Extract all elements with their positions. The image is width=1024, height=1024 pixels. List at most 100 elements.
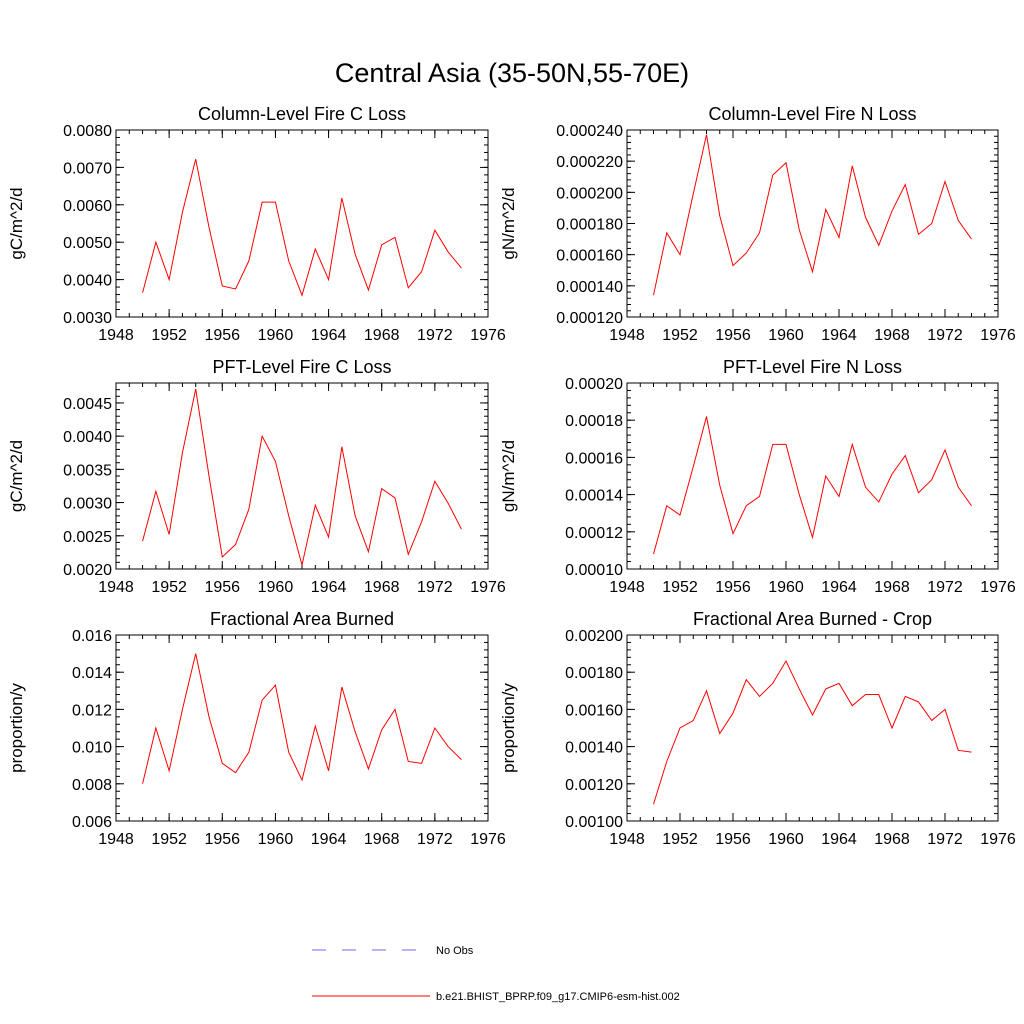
x-tick-label: 1960 [768,327,804,344]
chart-panel-6: 1948 1952 1956 1960 1964 1968 1972 1976 0.00100 0… [499,609,1016,848]
x-tick-label: 1952 [151,327,187,344]
x-tick-label: 1976 [980,327,1016,344]
legend-model-label: b.e21.BHIST_BPRP.f09_g17.CMIP6-esm-hist.… [436,991,680,1003]
y-tick-label: 0.00014 [565,488,623,505]
x-tick-label: 1952 [662,579,698,596]
x-tick-label: 1972 [927,831,963,848]
y-tick-label: 0.00100 [565,814,623,831]
x-tick-label: 1968 [364,327,400,344]
legend-obs-label: No Obs [436,945,474,957]
y-tick-label: 0.000120 [556,310,623,327]
x-tick-label: 1964 [821,327,857,344]
y-tick-label: 0.00018 [565,413,623,430]
y-tick-label: 0.00160 [565,702,623,719]
y-tick-label: 0.000220 [556,154,623,171]
x-tick-label: 1952 [662,327,698,344]
plot-frame [115,634,489,822]
y-tick-label: 0.000140 [556,279,623,296]
x-tick-label: 1968 [364,831,400,848]
x-tick-label: 1964 [821,831,857,848]
x-tick-label: 1968 [874,831,910,848]
y-tick-label: 0.0040 [63,429,112,446]
plot-frame [626,129,999,318]
x-tick-label: 1972 [417,579,453,596]
series-line [142,388,462,566]
y-tick-label: 0.0050 [63,235,112,252]
x-tick-label: 1976 [470,831,506,848]
y-tick-label: 0.00020 [565,376,623,393]
x-tick-label: 1960 [768,579,804,596]
y-tick-label: 0.006 [72,814,112,831]
y-tick-label: 0.0040 [63,273,112,290]
x-tick-label: 1956 [715,831,751,848]
y-axis-label: gC/m^2/d [7,187,26,259]
y-tick-label: 0.0030 [63,310,112,327]
plot-frame [115,382,489,570]
y-tick-label: 0.0060 [63,198,112,215]
x-tick-label: 1972 [927,579,963,596]
series-line [142,653,462,784]
panel-title: Fractional Area Burned - Crop [693,609,932,629]
plot-frame [626,382,999,570]
legend: No Obs b.e21.BHIST_BPRP.f09_g17.CMIP6-esm… [312,945,680,1003]
y-tick-label: 0.0020 [63,562,112,579]
y-tick-label: 0.0080 [63,123,112,140]
x-tick-label: 1972 [927,327,963,344]
y-axis-label: proportion/y [7,683,26,773]
x-tick-label: 1960 [258,327,294,344]
y-tick-label: 0.00180 [565,665,623,682]
panel-title: Column-Level Fire N Loss [708,104,916,124]
x-tick-label: 1968 [874,579,910,596]
x-tick-label: 1972 [417,327,453,344]
x-tick-label: 1956 [204,327,240,344]
y-tick-label: 0.014 [72,665,112,682]
x-tick-label: 1964 [311,831,347,848]
y-tick-label: 0.00012 [565,525,623,542]
y-tick-label: 0.00120 [565,777,623,794]
x-tick-label: 1952 [662,831,698,848]
y-axis-label: gC/m^2/d [7,440,26,512]
x-tick-label: 1948 [98,327,134,344]
x-tick-label: 1976 [980,831,1016,848]
x-tick-label: 1964 [821,579,857,596]
page-title: Central Asia (35-50N,55-70E) [334,58,690,88]
y-tick-label: 0.000200 [556,185,623,202]
y-tick-label: 0.0070 [63,160,112,177]
series-line [653,416,972,555]
y-tick-label: 0.00016 [565,450,623,467]
x-tick-label: 1968 [874,327,910,344]
x-tick-label: 1956 [204,579,240,596]
panel-title: PFT-Level Fire N Loss [723,357,902,377]
y-tick-label: 0.000160 [556,248,623,265]
chart-panel-4: 1948 1952 1956 1960 1964 1968 1972 1976 0.00010 0… [499,357,1016,596]
panel-title: Column-Level Fire C Loss [198,104,406,124]
y-tick-label: 0.010 [72,740,112,757]
series-line [142,159,462,297]
plot-frame [115,129,489,318]
chart-panel-2: 1948 1952 1956 1960 1964 1968 1972 1976 0.000120… [499,104,1016,344]
x-tick-label: 1956 [204,831,240,848]
y-tick-label: 0.000180 [556,217,623,234]
y-tick-label: 0.0025 [63,529,112,546]
x-tick-label: 1952 [151,579,187,596]
x-tick-label: 1976 [470,579,506,596]
y-tick-label: 0.00200 [565,628,623,645]
plot-frame [626,634,999,822]
y-tick-label: 0.0035 [63,462,112,479]
x-tick-label: 1976 [470,327,506,344]
y-axis-label: gN/m^2/d [499,187,518,259]
x-tick-label: 1952 [151,831,187,848]
y-tick-label: 0.0030 [63,496,112,513]
x-tick-label: 1956 [715,327,751,344]
panel-title: Fractional Area Burned [210,609,394,629]
x-tick-label: 1964 [311,579,347,596]
y-tick-label: 0.012 [72,702,112,719]
series-line [653,659,972,805]
x-tick-label: 1976 [980,579,1016,596]
x-tick-label: 1956 [715,579,751,596]
x-tick-label: 1960 [768,831,804,848]
chart-panel-3: 1948 1952 1956 1960 1964 1968 1972 1976 0.0020 0.… [7,357,506,596]
y-tick-label: 0.000240 [556,123,623,140]
x-tick-label: 1948 [609,327,645,344]
